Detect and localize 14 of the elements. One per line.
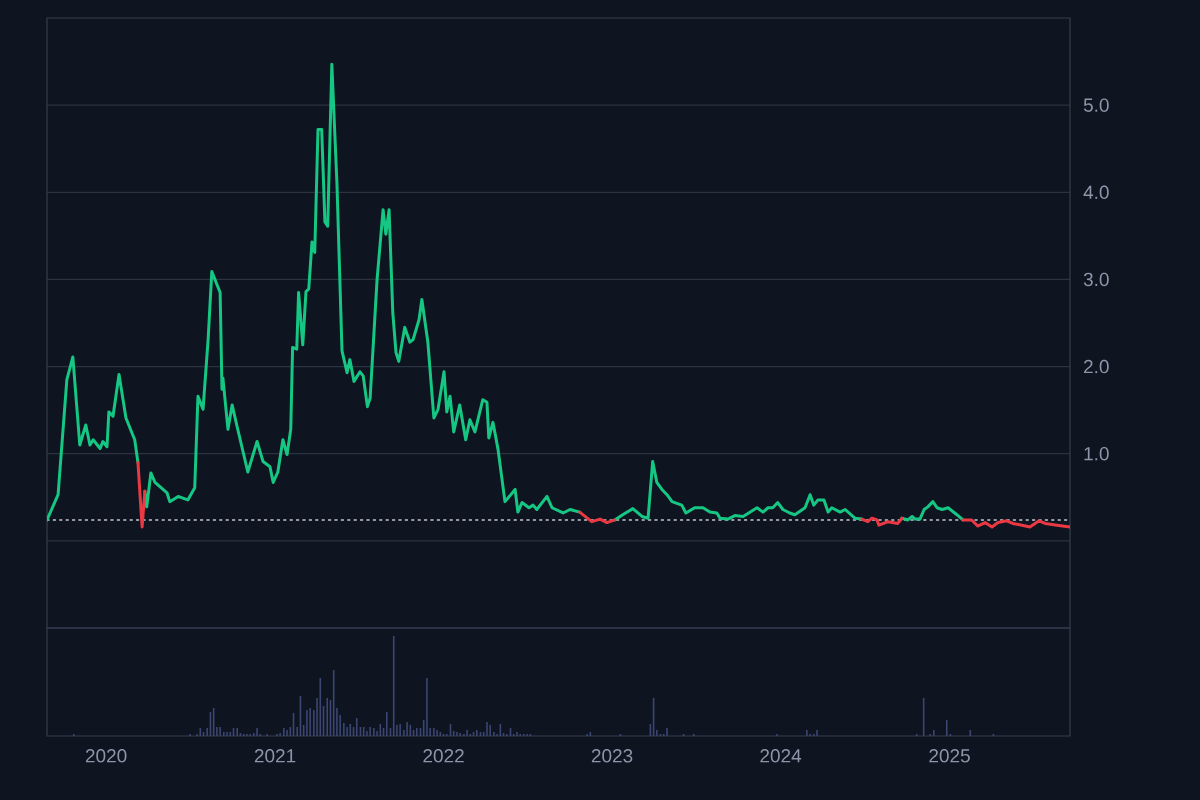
y-tick-label: 2.0: [1084, 359, 1109, 374]
y-tick-label: 5.0: [1083, 98, 1109, 112]
y-tick-label: 4.0: [1083, 185, 1109, 200]
x-tick-label: 2024: [760, 749, 802, 763]
x-tick-label: 2023: [591, 749, 633, 763]
line-series: [860, 516, 904, 527]
x-tick-label: 2020: [85, 749, 127, 763]
x-tick-label: 2022: [423, 749, 464, 763]
y-tick-label: 3.0: [1083, 272, 1109, 287]
x-tick-label: 2021: [254, 749, 296, 763]
x-tick-label: 2025: [929, 749, 970, 763]
y-tick-label: 1.0: [1084, 446, 1109, 461]
line-series: [578, 510, 617, 525]
line-series: [961, 518, 1071, 529]
